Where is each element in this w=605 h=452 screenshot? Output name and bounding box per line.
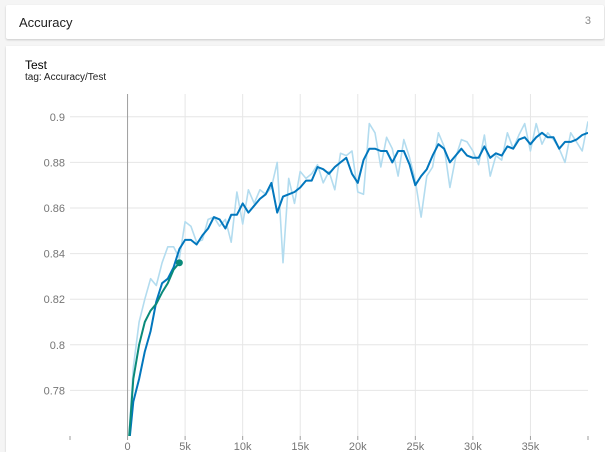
chart-card: Test tag: Accuracy/Test 0.78 0.8 0.82 0.84 0… xyxy=(6,46,605,452)
x-tick-label: 10k xyxy=(234,441,252,452)
smoothed-series-line xyxy=(128,131,588,436)
y-tick-label: 0.8 xyxy=(50,340,65,352)
x-tick-label: 15k xyxy=(291,441,309,452)
y-tick-label: 0.9 xyxy=(50,112,65,124)
y-tick-label: 0.78 xyxy=(44,385,65,397)
x-tick-label: 20k xyxy=(349,441,367,452)
hover-point-marker xyxy=(175,259,183,267)
x-tick-label: 30k xyxy=(464,441,482,452)
x-tick-label: 0 xyxy=(124,441,130,452)
x-tick-label: 5k xyxy=(179,441,191,452)
chart-tag: tag: Accuracy/Test xyxy=(25,72,107,83)
highlighted-series-line xyxy=(128,262,181,436)
section-count: 3 xyxy=(584,15,591,27)
section-title: Accuracy xyxy=(19,15,73,30)
x-tick-label: 25k xyxy=(406,441,424,452)
accuracy-line-chart[interactable]: 0.78 0.8 0.82 0.84 0.86 0.88 0.9 0 5k 10k 15k 20k 25… xyxy=(6,46,605,452)
y-tick-label: 0.86 xyxy=(44,203,65,215)
y-tick-label: 0.82 xyxy=(44,294,65,306)
y-tick-label: 0.84 xyxy=(44,249,65,261)
chart-title: Test xyxy=(25,58,48,72)
y-tick-label: 0.88 xyxy=(44,157,65,169)
accuracy-section-header[interactable]: Accuracy 3 xyxy=(6,5,604,39)
x-tick-label: 35k xyxy=(522,441,540,452)
